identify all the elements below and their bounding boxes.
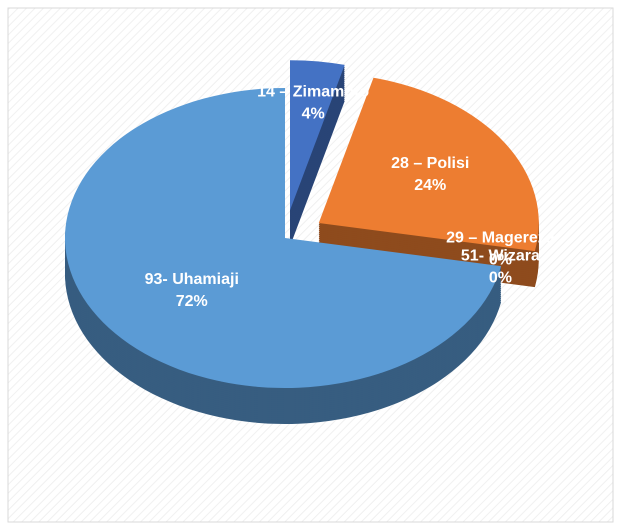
slice: [318, 77, 539, 252]
data-label-value: 0%: [489, 252, 512, 269]
data-label-category: 93- Uhamiaji: [145, 271, 239, 288]
slice: [290, 60, 345, 211]
data-label-value: 4%: [302, 105, 325, 122]
slice: [64, 88, 502, 388]
data-label-category: 51- Wizara: [461, 248, 540, 265]
data-label-category: 14 – Zimamoto: [257, 83, 369, 100]
data-label-value: 72%: [176, 293, 208, 310]
data-label-category: 28 – Polisi: [391, 155, 469, 172]
data-label-category: 29 – Magereza: [446, 230, 555, 247]
data-label-value: 0%: [489, 270, 512, 287]
data-label-value: 24%: [414, 177, 446, 194]
